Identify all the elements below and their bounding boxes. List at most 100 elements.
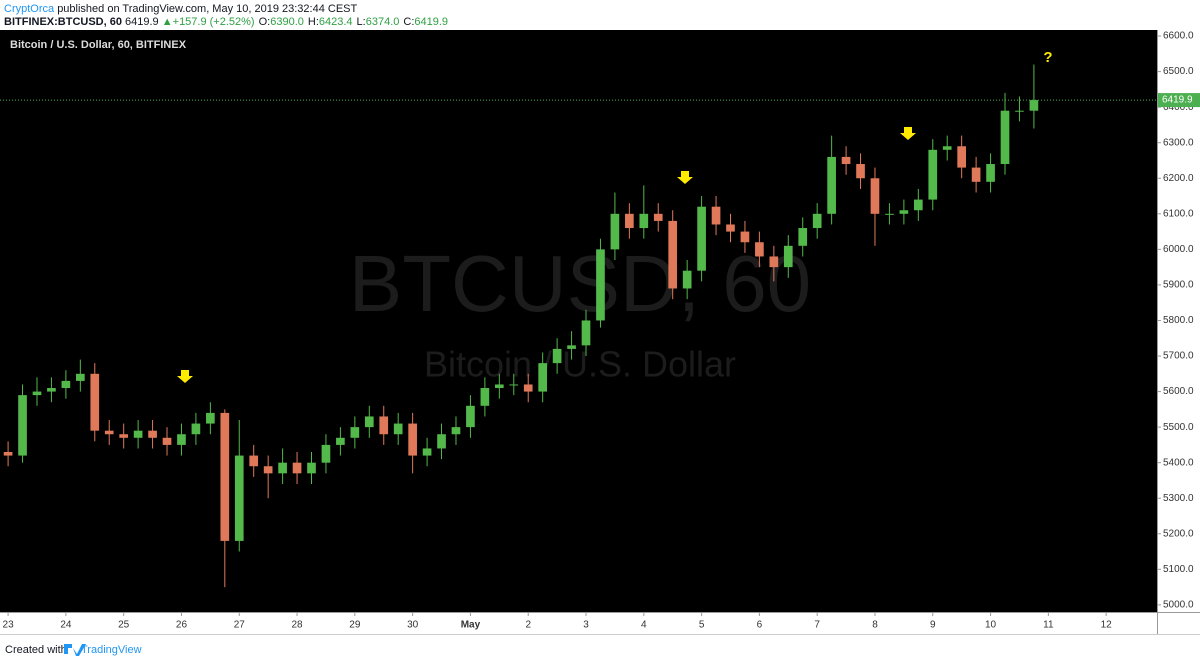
y-tick-label: 6600.0 (1163, 31, 1194, 42)
candle-body (177, 434, 186, 445)
candle-body (682, 270, 692, 289)
candle-body (798, 228, 808, 246)
candle-body (726, 224, 735, 232)
x-tick-label: 7 (814, 620, 820, 631)
x-tick-label: 11 (1043, 620, 1054, 631)
published: published on TradingView.com, May 10, 20… (57, 3, 357, 15)
candle-body (278, 462, 287, 474)
candle-body (812, 213, 822, 229)
logo (64, 644, 86, 656)
candle-body (755, 242, 764, 257)
price-label: 6419.9 (1162, 95, 1193, 106)
candle-body (148, 430, 157, 438)
candle-body (191, 423, 201, 435)
footer-text: Created with (5, 644, 67, 656)
candle-body (870, 178, 880, 214)
y-tick-label: 5100.0 (1163, 564, 1194, 575)
header-line: CryptOrca published on TradingView.com, … (4, 3, 358, 15)
annotation: ? (1043, 49, 1052, 66)
candle-body (639, 213, 649, 229)
candle-body (625, 213, 634, 229)
arrow: ▲ (162, 16, 173, 28)
candle-body (668, 220, 678, 289)
y-tick-label: 6300.0 (1163, 137, 1194, 148)
x-tick-label: 4 (641, 620, 647, 631)
ohlc-key: O: (259, 16, 271, 28)
candle-body (971, 167, 981, 182)
x-tick-label: 28 (291, 620, 303, 631)
x-tick-label: 30 (407, 620, 419, 631)
candle-body (1000, 110, 1010, 165)
candle-body (162, 437, 172, 445)
ohlc-key: H: (308, 16, 319, 28)
candle-body (538, 363, 548, 392)
y-tick-label: 5200.0 (1163, 528, 1194, 539)
candle-body (769, 256, 779, 268)
x-tick-label: 23 (3, 620, 15, 631)
candle-body (610, 213, 620, 250)
y-tick-label: 5900.0 (1163, 280, 1194, 291)
candle-body (90, 373, 100, 431)
candle-body (408, 423, 417, 456)
ohlc-key: L: (357, 16, 366, 28)
x-tick-label: May (461, 620, 481, 631)
candle-body (104, 430, 114, 435)
x-tick-label: 9 (930, 620, 936, 631)
y-tick-label: 5300.0 (1163, 493, 1194, 504)
y-tick-label: 5600.0 (1163, 386, 1194, 397)
candle-body (336, 437, 345, 445)
candle-body (47, 388, 56, 392)
footer-brand[interactable]: TradingView (81, 644, 142, 656)
candle-body (234, 455, 244, 541)
candle-body (928, 149, 938, 200)
ohlc-value: 6419.9 (414, 16, 448, 28)
y-tick-label: 5700.0 (1163, 351, 1194, 362)
x-tick-label: 12 (1101, 620, 1113, 631)
candle-body (567, 345, 576, 349)
candle-body (480, 388, 490, 406)
x-tick-label: 3 (583, 620, 589, 631)
candle-body (292, 462, 302, 474)
candle-body (32, 391, 42, 396)
annotations (177, 127, 916, 383)
ohlc-value: 6390.0 (270, 16, 304, 28)
y-tick-label: 5500.0 (1163, 422, 1194, 433)
candle-body (3, 452, 13, 456)
candle-body (379, 416, 389, 435)
symbol-line: BITFINEX:BTCUSD, 60 6419.9 ▲+157.9 (+2.5… (4, 16, 448, 28)
candle-body (711, 206, 721, 225)
x-tick-label: 26 (176, 620, 188, 631)
y-tick-label: 6500.0 (1163, 66, 1194, 77)
candle-body (307, 462, 316, 474)
candle-body (321, 444, 331, 463)
candle-body (364, 416, 374, 428)
candle-body (740, 231, 750, 243)
candle-body (986, 164, 995, 182)
candle-body (18, 395, 27, 456)
candle-body (942, 146, 952, 150)
y-tick-label: 6200.0 (1163, 173, 1194, 184)
candle-body (827, 156, 836, 214)
y-tick-label: 5000.0 (1163, 600, 1194, 611)
x-tick-label: 8 (872, 620, 878, 631)
author[interactable]: CryptOrca (4, 3, 55, 15)
watermark-name: Bitcoin / U.S. Dollar (424, 344, 736, 385)
x-tick-label: 10 (985, 620, 997, 631)
y-tick-label: 6000.0 (1163, 244, 1194, 255)
candle-body (494, 384, 504, 389)
candle-body (249, 455, 259, 467)
candle-body (523, 384, 533, 392)
candle-body (957, 146, 966, 168)
x-tick-label: 24 (60, 620, 72, 631)
y-tick-label: 5400.0 (1163, 457, 1194, 468)
candle-body (220, 412, 230, 541)
candle-body (350, 427, 360, 438)
x-tick-label: 2 (525, 620, 531, 631)
candle-body (263, 466, 273, 474)
arrow-down (677, 171, 693, 184)
candle-body (552, 348, 562, 364)
price-label-bg (1158, 93, 1200, 108)
candle-body (61, 380, 71, 389)
candle-body (437, 434, 446, 449)
